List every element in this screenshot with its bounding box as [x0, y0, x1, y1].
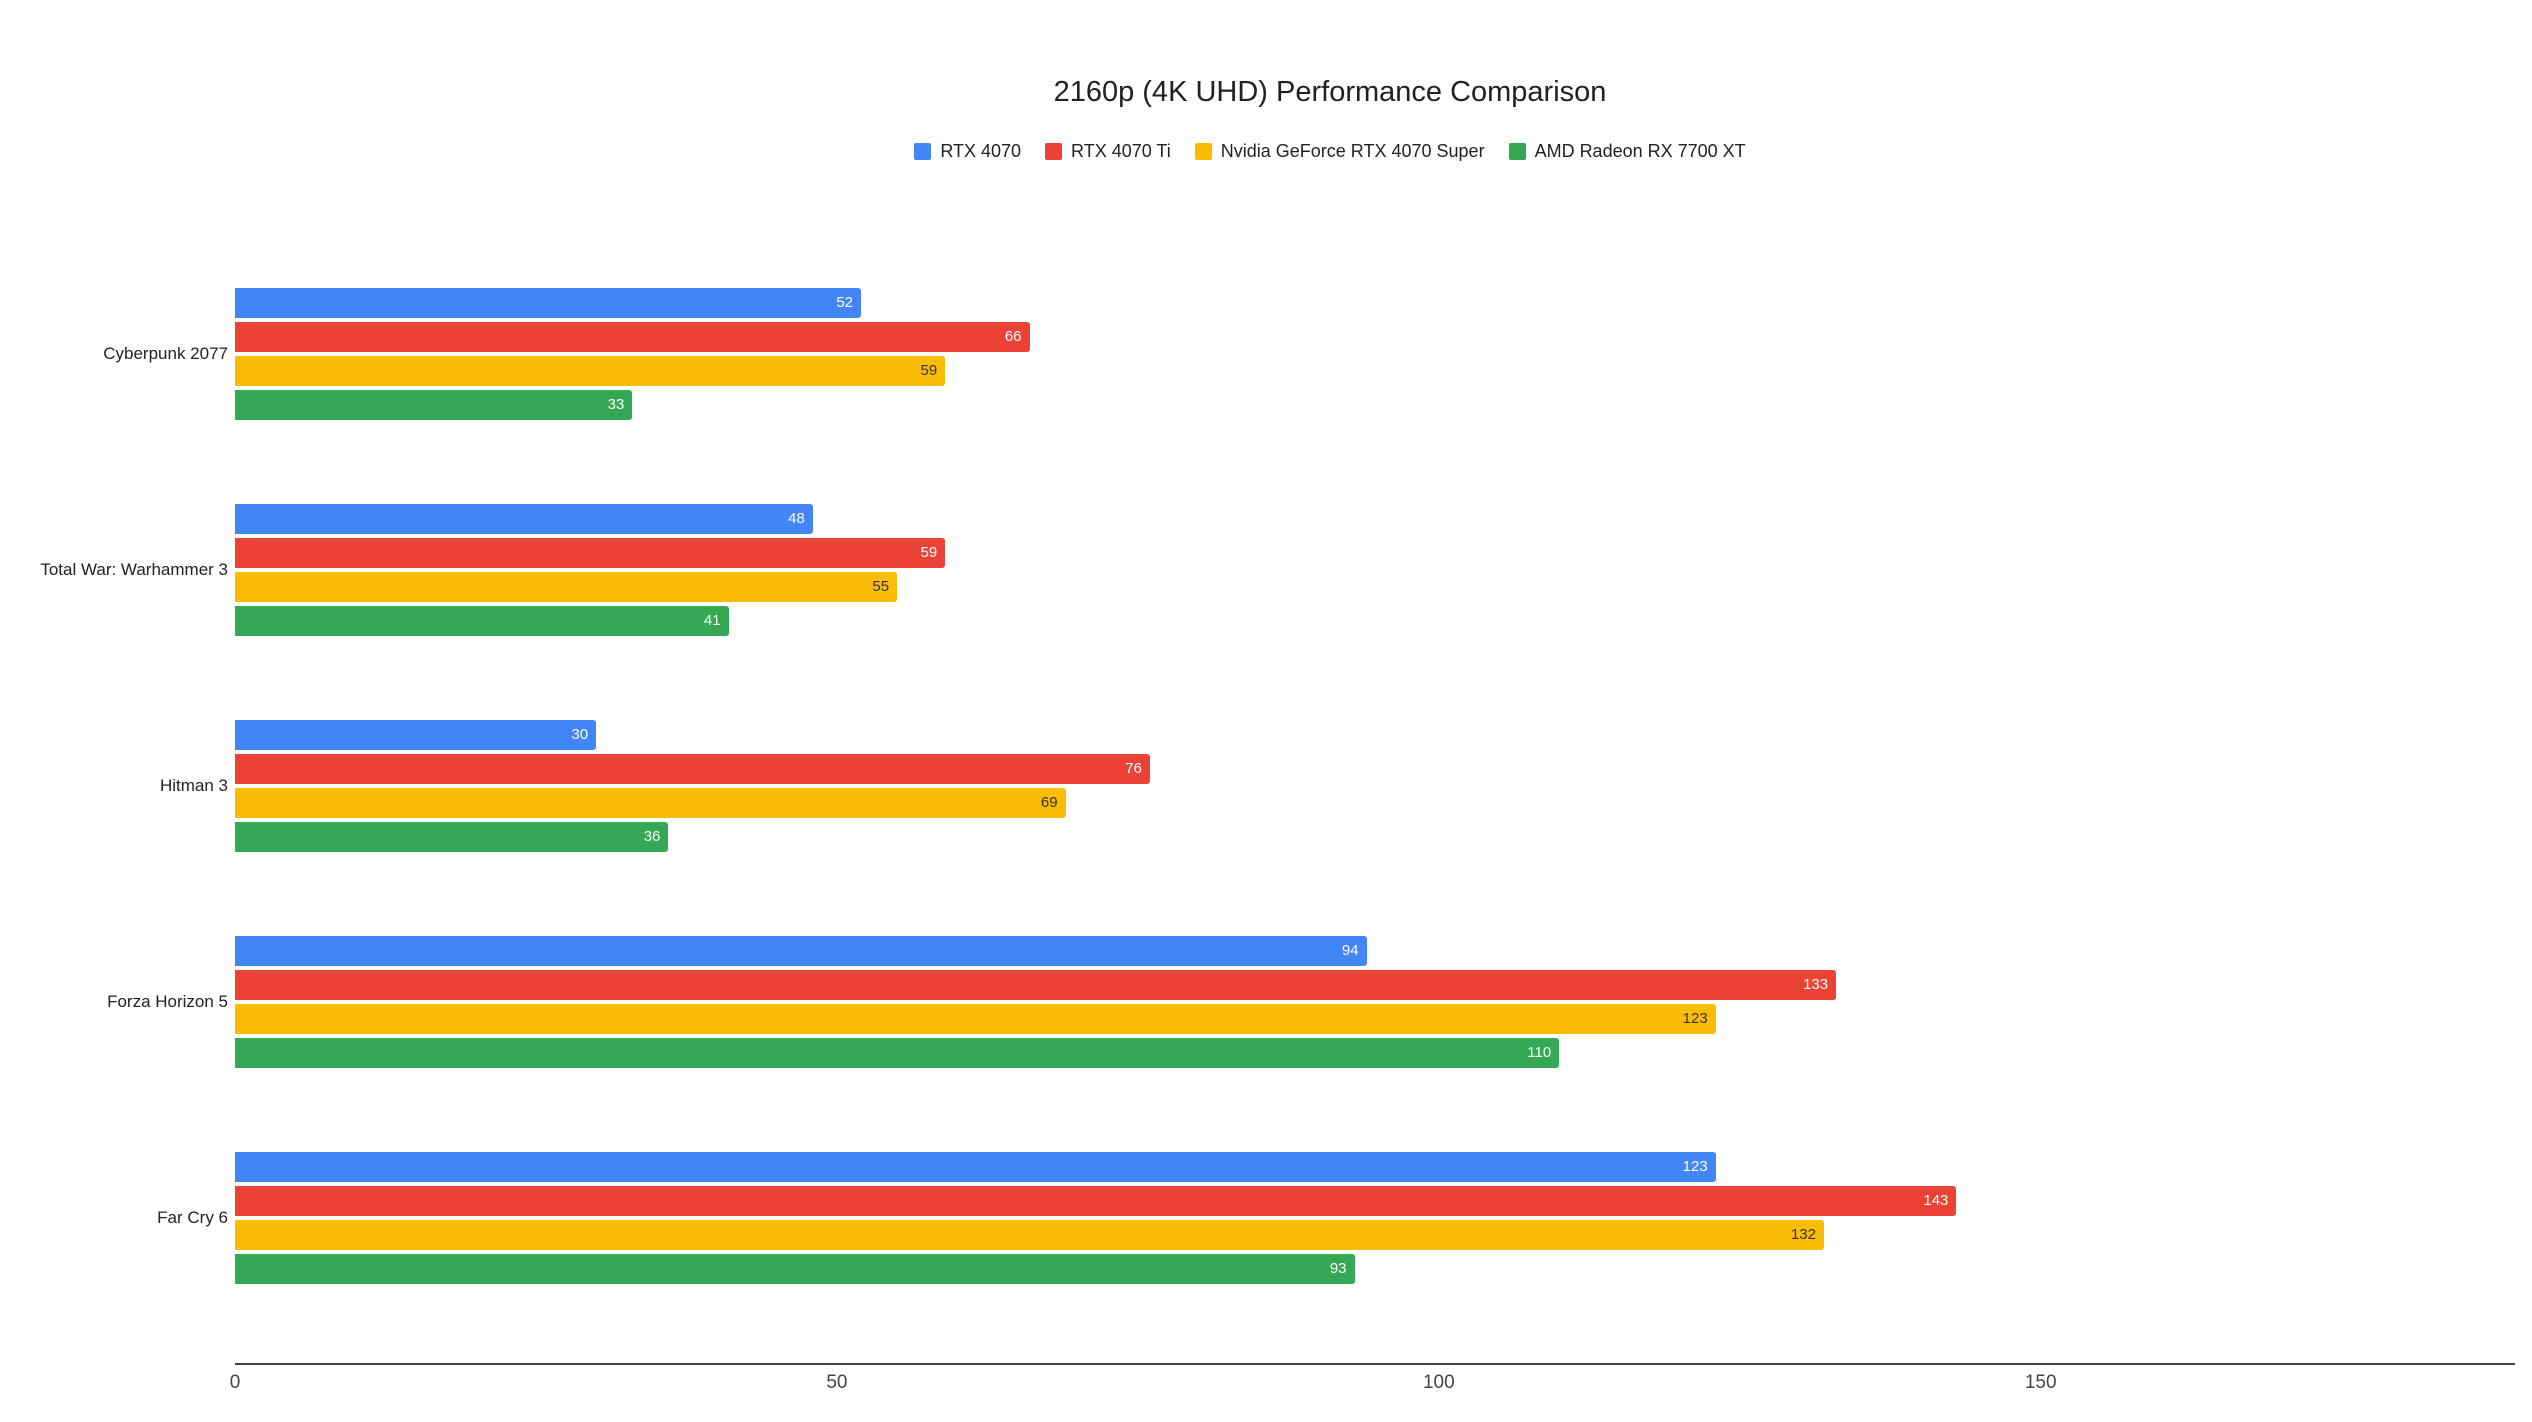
bar-rtx-4070-ti[interactable]: 133 — [235, 970, 1837, 1000]
legend-item-rtx-4070[interactable]: RTX 4070 — [914, 141, 1021, 162]
bar-value-label: 55 — [872, 578, 890, 595]
x-axis-line — [235, 1363, 2515, 1365]
bar-amd-radeon-rx-7700-xt[interactable]: 36 — [235, 822, 669, 852]
bar-value-label: 66 — [1004, 328, 1022, 345]
legend-label: AMD Radeon RX 7700 XT — [1534, 141, 1746, 161]
bar-value-label: 143 — [1923, 1192, 1949, 1209]
bar-value-label: 30 — [571, 726, 589, 743]
bar-value-label: 76 — [1125, 760, 1142, 777]
bar-rtx-4070-ti[interactable]: 76 — [235, 754, 1150, 784]
bar-rtx-4070[interactable]: 30 — [235, 720, 597, 750]
bar-value-label: 123 — [1682, 1010, 1708, 1027]
bar-value-label: 48 — [788, 510, 805, 527]
legend-swatch-icon — [914, 143, 932, 160]
bar-nvidia-geforce-rtx-4070-super[interactable]: 59 — [235, 356, 946, 386]
bar-rtx-4070-ti[interactable]: 59 — [235, 538, 946, 568]
bar-value-label: 133 — [1803, 976, 1829, 993]
category-label: Total War: Warhammer 3 — [40, 560, 228, 579]
bar-value-label: 36 — [643, 828, 661, 845]
bar-value-label: 33 — [607, 396, 625, 413]
bar-value-label: 41 — [703, 612, 721, 629]
x-axis-tick-label: 0 — [229, 1372, 241, 1393]
bar-value-label: 123 — [1682, 1158, 1708, 1175]
plot-area: 0 50 100 150 52 66 59 33 48 59 55 41 30 76 69 36 94 133 1… — [230, 0, 2515, 1422]
bar-amd-radeon-rx-7700-xt[interactable]: 41 — [235, 606, 729, 636]
bar-rtx-4070[interactable]: 52 — [235, 288, 861, 318]
bar-rtx-4070[interactable]: 94 — [235, 936, 1367, 966]
bar-rtx-4070-ti[interactable]: 66 — [235, 322, 1030, 352]
bar-value-label: 59 — [920, 362, 938, 379]
legend-item-rtx-4070-ti[interactable]: RTX 4070 Ti — [1045, 141, 1171, 162]
bar-amd-radeon-rx-7700-xt[interactable]: 33 — [235, 390, 633, 420]
x-axis-tick-label: 50 — [826, 1372, 848, 1393]
bar-nvidia-geforce-rtx-4070-super[interactable]: 123 — [235, 1004, 1716, 1034]
legend-swatch-icon — [1508, 143, 1526, 160]
bar-amd-radeon-rx-7700-xt[interactable]: 110 — [235, 1038, 1560, 1068]
bar-rtx-4070-ti[interactable]: 143 — [235, 1186, 1957, 1216]
bar-rtx-4070[interactable]: 123 — [235, 1152, 1716, 1182]
legend-swatch-icon — [1045, 143, 1063, 160]
bar-value-label: 93 — [1329, 1260, 1347, 1277]
category-label: Cyberpunk 2077 — [103, 344, 228, 363]
legend-item-nvidia-geforce-rtx-4070-super[interactable]: Nvidia GeForce RTX 4070 Super — [1194, 141, 1485, 162]
legend-label: Nvidia GeForce RTX 4070 Super — [1220, 141, 1485, 161]
bar-rtx-4070[interactable]: 48 — [235, 504, 813, 534]
legend: RTX 4070 RTX 4070 Ti Nvidia GeForce RTX 40… — [128, 141, 2532, 162]
legend-item-amd-radeon-rx-7700-xt[interactable]: AMD Radeon RX 7700 XT — [1508, 141, 1746, 162]
bar-value-label: 52 — [836, 294, 853, 311]
bar-nvidia-geforce-rtx-4070-super[interactable]: 69 — [235, 788, 1066, 818]
bar-nvidia-geforce-rtx-4070-super[interactable]: 132 — [235, 1220, 1824, 1250]
bar-value-label: 59 — [920, 544, 938, 561]
bar-nvidia-geforce-rtx-4070-super[interactable]: 55 — [235, 572, 898, 602]
x-axis-tick-label: 100 — [1422, 1372, 1455, 1393]
bar-amd-radeon-rx-7700-xt[interactable]: 93 — [235, 1254, 1355, 1284]
category-label: Hitman 3 — [159, 776, 228, 795]
category-label: Far Cry 6 — [157, 1208, 228, 1227]
category-label: Forza Horizon 5 — [107, 992, 228, 1011]
legend-label: RTX 4070 — [940, 141, 1022, 161]
bar-value-label: 94 — [1341, 942, 1359, 959]
chart-title: 2160p (4K UHD) Performance Comparison — [1053, 76, 1607, 108]
bar-value-label: 110 — [1527, 1044, 1552, 1061]
bar-value-label: 132 — [1790, 1226, 1816, 1243]
legend-swatch-icon — [1194, 143, 1212, 160]
legend-label: RTX 4070 Ti — [1071, 141, 1171, 161]
bar-value-label: 69 — [1040, 794, 1058, 811]
x-axis-tick-label: 150 — [2024, 1372, 2057, 1393]
